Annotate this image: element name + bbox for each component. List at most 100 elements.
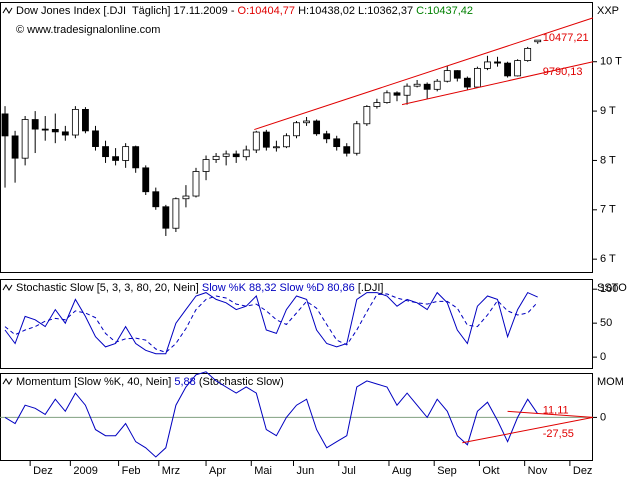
panel-frame	[0, 279, 593, 369]
x-tick-label: Jul	[342, 465, 356, 477]
candle-body	[132, 146, 140, 169]
x-tick-label: Dez	[573, 465, 593, 477]
x-tick-label: Okt	[482, 465, 499, 477]
panel-title: Dow Jones Index [.DJI Täglich] 17.11.200…	[16, 5, 473, 17]
candle-body	[383, 92, 391, 103]
candle-body	[11, 135, 19, 159]
candle-body	[453, 70, 461, 79]
title-part: O:10404,77	[238, 5, 296, 17]
candle-body	[1, 113, 9, 137]
trend-line	[507, 410, 594, 418]
y-tick-label: 10 T	[600, 56, 622, 68]
candle-body	[353, 123, 361, 154]
title-part: Slow %K 88,32	[202, 282, 277, 294]
x-tick-label: Sep	[437, 465, 457, 477]
title-part: Stochastic Slow [5, 3, 3, 80, 20, Nein]	[16, 282, 202, 294]
title-part: [.DJI]	[355, 282, 384, 294]
y-tick-label: 8 T	[600, 154, 616, 166]
candle-body	[172, 198, 180, 229]
candle-body	[31, 119, 39, 130]
title-part: 5,88	[174, 376, 195, 388]
candle-body	[403, 85, 411, 96]
title-icon	[2, 7, 13, 14]
candle-body	[182, 195, 190, 200]
candle-body	[82, 109, 89, 132]
candle-body	[494, 61, 501, 64]
trend-line	[462, 416, 594, 444]
candle-body	[313, 120, 321, 135]
candle-body	[202, 159, 210, 172]
annotation: 10477,21	[543, 32, 589, 44]
candle-body	[413, 83, 421, 87]
candle-body	[463, 77, 471, 88]
series-line	[4, 293, 539, 353]
axis-name: MOM	[597, 376, 624, 388]
candle-body	[473, 67, 481, 88]
x-tick-label: Apr	[209, 465, 226, 477]
candle-body	[252, 131, 260, 151]
candle-body	[162, 206, 170, 229]
candle-body	[122, 146, 130, 161]
candle-body	[514, 60, 522, 77]
series-line	[4, 371, 539, 458]
candle-body	[423, 83, 431, 90]
x-tick-label: Mai	[254, 465, 272, 477]
watermark: © www.tradesignalonline.com	[16, 24, 160, 36]
annotation: 9790,13	[543, 66, 583, 78]
x-tick-label: Jun	[296, 465, 314, 477]
trend-line	[401, 61, 594, 106]
y-tick-label: 7 T	[600, 204, 616, 216]
candle-body	[343, 146, 351, 154]
x-tick-label: Mrz	[162, 465, 180, 477]
candle-body	[41, 128, 49, 131]
candle-body	[333, 138, 341, 148]
panel-frame	[0, 2, 593, 273]
candle-body	[504, 62, 511, 77]
candle-body	[152, 191, 160, 208]
annotation: -27,55	[543, 428, 574, 440]
annotation: 11,11	[543, 405, 569, 417]
candle-body	[373, 102, 381, 107]
panel-title: Momentum [Slow %K, 40, Nein] 5,88 (Stoch…	[16, 376, 284, 388]
candle-body	[61, 131, 69, 136]
candle-body	[51, 128, 59, 133]
candle-body	[363, 106, 371, 125]
candle-body	[262, 131, 270, 148]
y-tick-label: 9 T	[600, 105, 616, 117]
title-part: Dow Jones Index [.DJI Täglich] 17.11.200…	[16, 5, 238, 17]
candle-body	[272, 146, 280, 149]
candle-body	[92, 130, 99, 147]
panel-title: Stochastic Slow [5, 3, 3, 80, 20, Nein] …	[16, 282, 384, 294]
candle-body	[293, 122, 300, 137]
title-part: (Stochastic Slow)	[196, 376, 284, 388]
y-tick-label: 0	[600, 351, 606, 363]
candle-body	[524, 47, 532, 61]
title-icon	[2, 378, 13, 385]
candle-body	[222, 153, 230, 157]
x-tick-label: 2009	[73, 465, 97, 477]
y-tick-label: 50	[600, 317, 612, 329]
candle-body	[242, 149, 250, 158]
candle-body	[232, 153, 240, 158]
candle-body	[323, 133, 331, 140]
candle-body	[303, 120, 310, 124]
candle-body	[112, 156, 119, 161]
candle-body	[443, 70, 451, 82]
candle-body	[393, 92, 401, 96]
x-tick-label: Dez	[33, 465, 53, 477]
axis-name: XXP	[597, 5, 619, 17]
x-tick-label: Aug	[392, 465, 412, 477]
candle-body	[433, 80, 441, 90]
candle-body	[21, 119, 29, 159]
x-tick-label: Feb	[122, 465, 141, 477]
candle-body	[534, 39, 542, 43]
candle-body	[283, 135, 290, 148]
candle-body	[142, 167, 150, 193]
candle-body	[484, 61, 491, 69]
y-tick-label: 6 T	[600, 253, 616, 265]
trend-line	[254, 17, 594, 131]
title-part: Slow %D 80,86	[277, 282, 355, 294]
title-part: H:10438,02 L:10362,37	[295, 5, 416, 17]
